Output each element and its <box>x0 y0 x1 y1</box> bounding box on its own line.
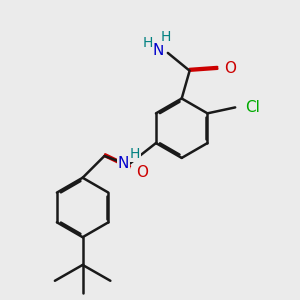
Text: O: O <box>136 165 148 180</box>
Text: N: N <box>118 156 129 171</box>
Text: H: H <box>161 30 171 44</box>
Text: H: H <box>130 147 140 161</box>
Text: O: O <box>224 61 236 76</box>
Text: H: H <box>143 36 153 50</box>
Text: N: N <box>152 44 164 59</box>
Text: Cl: Cl <box>246 100 260 115</box>
